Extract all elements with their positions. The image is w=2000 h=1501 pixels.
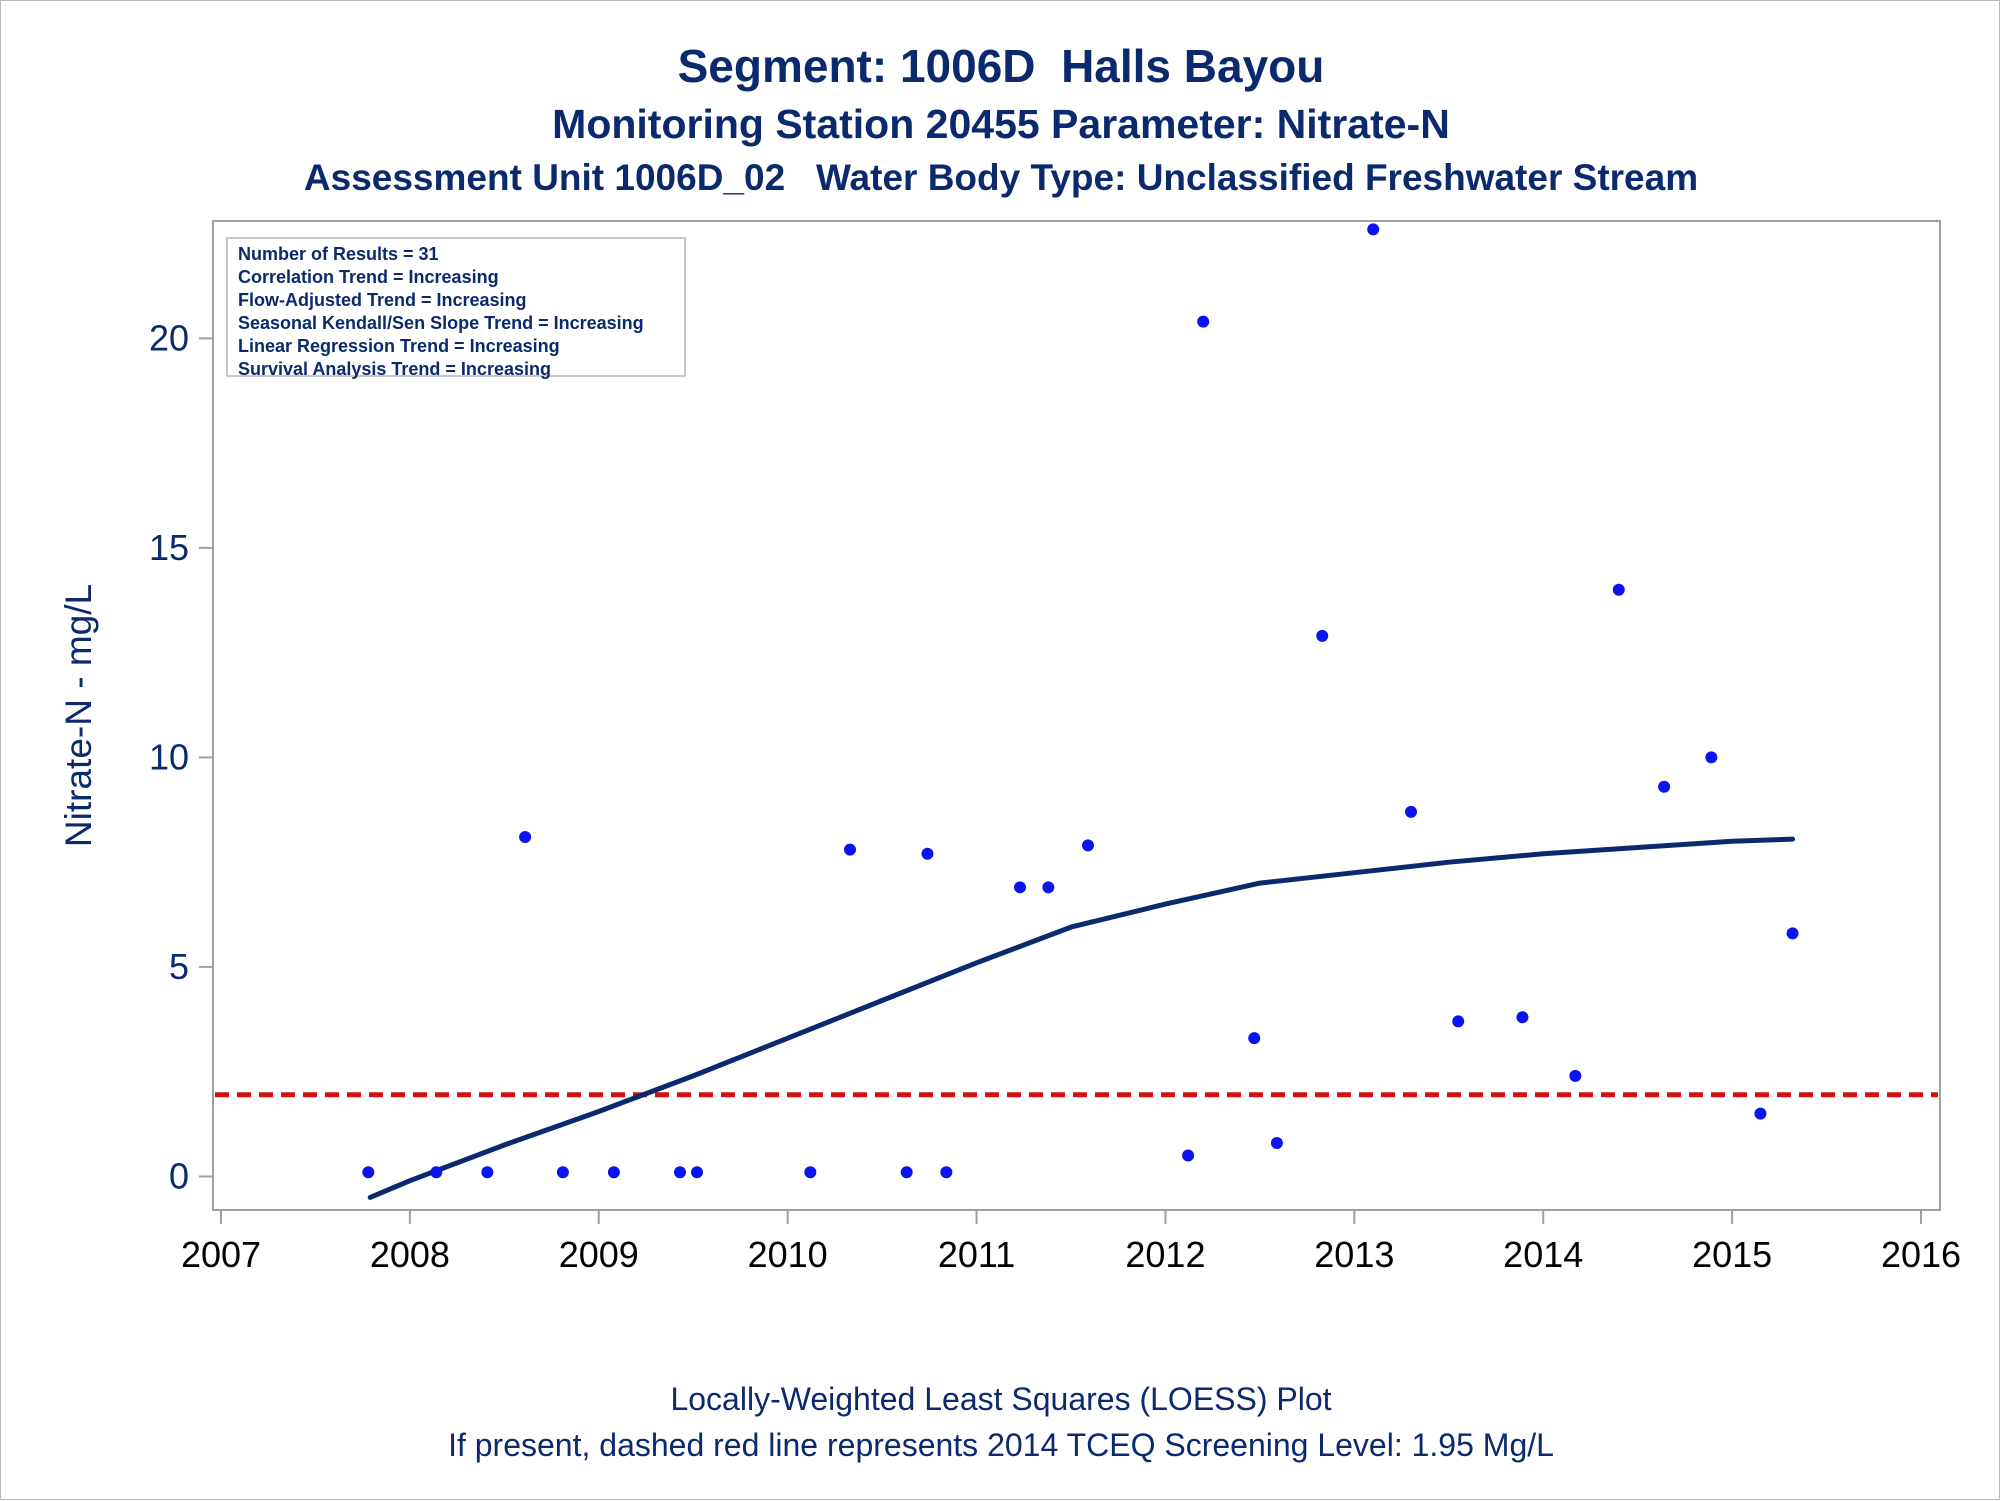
y-tick-label: 10 <box>149 736 189 777</box>
y-axis: 0 5 10 15 20 <box>149 317 213 1196</box>
footnote-screening: If present, dashed red line represents 2… <box>448 1427 1554 1463</box>
data-point <box>1612 583 1625 596</box>
data-point <box>804 1166 817 1179</box>
data-point <box>1042 881 1055 894</box>
loess-curve <box>367 836 1796 1200</box>
x-tick-label: 2013 <box>1314 1234 1394 1275</box>
y-tick-label: 15 <box>149 527 189 568</box>
legend-entry-survival-analysis: Survival Analysis Trend = Increasing <box>238 359 551 379</box>
x-tick-label: 2007 <box>181 1234 261 1275</box>
data-point <box>921 847 934 860</box>
data-point <box>1182 1149 1195 1162</box>
data-point <box>940 1166 953 1179</box>
data-point <box>1197 315 1210 328</box>
x-axis: 2007 2008 2009 2010 2011 2012 2013 2014 2015 2016 <box>181 1210 1961 1275</box>
data-point <box>1705 751 1718 764</box>
x-tick-label: 2011 <box>938 1234 1015 1275</box>
data-point <box>607 1166 620 1179</box>
x-tick-label: 2008 <box>370 1234 450 1275</box>
data-point <box>1367 223 1380 236</box>
data-point <box>519 831 532 844</box>
x-tick-label: 2010 <box>748 1234 828 1275</box>
legend-entry-seasonal-kendall: Seasonal Kendall/Sen Slope Trend = Incre… <box>238 313 644 333</box>
x-tick-label: 2012 <box>1125 1234 1205 1275</box>
data-point <box>430 1166 443 1179</box>
data-points <box>362 223 1799 1179</box>
data-point <box>691 1166 703 1179</box>
data-point <box>900 1166 913 1179</box>
legend-entry-results: Number of Results = 31 <box>238 244 439 264</box>
chart-title: Segment: 1006D Halls Bayou <box>677 40 1325 92</box>
footnote-loess: Locally-Weighted Least Squares (LOESS) P… <box>670 1381 1332 1417</box>
x-tick-label: 2016 <box>1881 1234 1961 1275</box>
data-point <box>1014 881 1026 894</box>
y-tick-label: 0 <box>169 1155 189 1196</box>
y-tick-label: 5 <box>169 946 189 987</box>
data-point <box>481 1166 494 1179</box>
data-point <box>1316 629 1329 642</box>
data-point <box>1452 1015 1465 1028</box>
data-point <box>1786 927 1799 940</box>
plot-area <box>212 220 1941 1211</box>
data-point <box>1516 1011 1529 1024</box>
data-point <box>362 1166 375 1179</box>
data-point <box>1405 805 1417 818</box>
x-tick-label: 2009 <box>559 1234 639 1275</box>
data-point <box>1569 1069 1582 1082</box>
data-point <box>1270 1136 1283 1149</box>
data-point <box>556 1166 569 1179</box>
legend-entry-linear-regression: Linear Regression Trend = Increasing <box>238 336 560 356</box>
data-point <box>1658 780 1671 793</box>
data-point <box>1248 1032 1261 1045</box>
legend-entry-correlation: Correlation Trend = Increasing <box>238 267 499 287</box>
trend-summary-box: Number of Results = 31 Correlation Trend… <box>226 237 686 379</box>
data-point <box>844 843 856 856</box>
legend-entry-flow-adjusted: Flow-Adjusted Trend = Increasing <box>238 290 527 310</box>
x-tick-label: 2015 <box>1692 1234 1772 1275</box>
chart-subtitle-station: Monitoring Station 20455 Parameter: Nitr… <box>552 101 1450 147</box>
data-point <box>1754 1107 1767 1120</box>
x-tick-label: 2014 <box>1503 1234 1583 1275</box>
y-axis-label: Nitrate-N - mg/L <box>58 584 99 847</box>
y-tick-label: 20 <box>149 317 189 358</box>
data-point <box>1082 839 1094 852</box>
data-point <box>674 1166 686 1179</box>
chart-subtitle-assessment: Assessment Unit 1006D_02 Water Body Type… <box>303 157 1699 198</box>
